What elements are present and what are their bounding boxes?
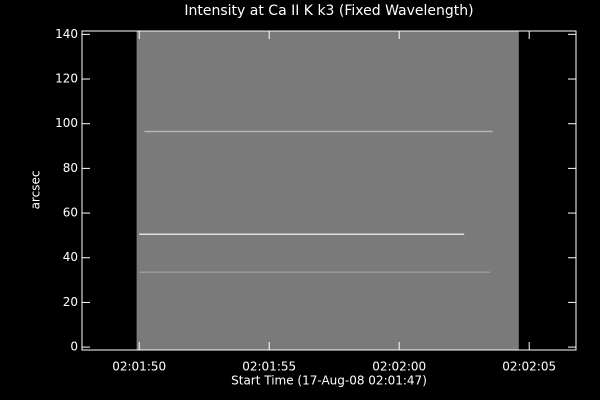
y-axis-label: arcsec <box>29 171 43 210</box>
y-tick-label: 40 <box>63 250 78 264</box>
y-tick-label: 80 <box>63 161 78 175</box>
x-tick-label: 02:02:05 <box>502 360 556 374</box>
intensity-image <box>136 31 519 350</box>
y-tick-label: 60 <box>63 206 78 220</box>
y-tick-label: 140 <box>55 27 78 41</box>
y-tick-label: 0 <box>70 340 78 354</box>
x-axis-label: Start Time (17-Aug-08 02:01:47) <box>231 374 427 388</box>
chart-title: Intensity at Ca II K k3 (Fixed Wavelengt… <box>184 3 473 19</box>
plot-frame <box>81 30 577 351</box>
y-tick-label: 120 <box>55 72 78 86</box>
y-tick-label: 100 <box>55 116 78 130</box>
y-tick-label: 20 <box>63 295 78 309</box>
x-tick-label: 02:01:50 <box>112 360 166 374</box>
x-tick-label: 02:02:00 <box>372 360 426 374</box>
x-tick-label: 02:01:55 <box>242 360 296 374</box>
